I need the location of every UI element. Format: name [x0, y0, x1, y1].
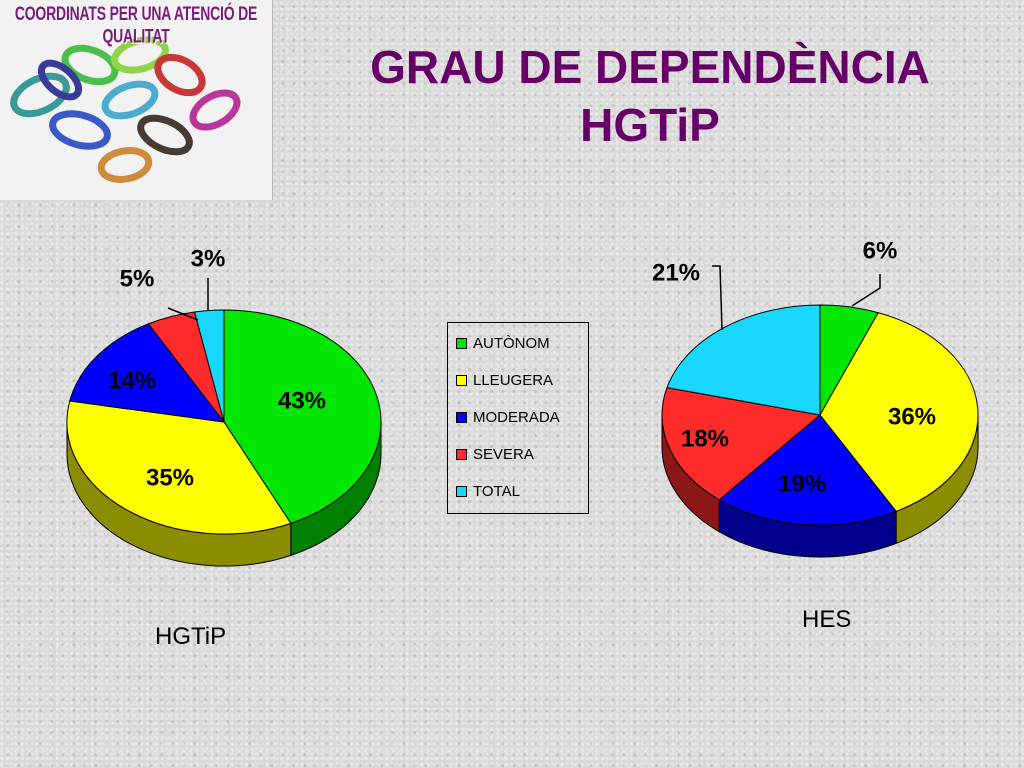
pie-2-label-moderada: 19%	[778, 470, 826, 497]
legend-label-severa: SEVERA	[473, 446, 534, 463]
legend-item-lleugera: LLEUGERA	[456, 372, 553, 389]
page-title-line-2: HGTiP	[580, 99, 720, 151]
legend-item-severa: SEVERA	[456, 446, 534, 463]
pie-2-label-severa: 18%	[681, 425, 729, 452]
pie-2-label-lleugera: 36%	[888, 403, 936, 430]
legend-label-lleugera: LLEUGERA	[473, 372, 554, 389]
pie-2-slice-severa	[661, 387, 822, 501]
legend-item-autonom: AUTÒNOM	[456, 335, 550, 352]
pie-1-label-moderada: 14%	[108, 367, 156, 394]
page-title-line-1: GRAU DE DEPENDÈNCIA	[370, 41, 930, 93]
legend-swatch-moderada	[456, 411, 467, 423]
pie-1-label-severa: 5%	[120, 265, 155, 292]
pie-1-label-autònom: 43%	[278, 387, 326, 414]
logo-text: COORDINATS PER UNA ATENCIÓ DE QUALITAT	[14, 2, 258, 47]
pie-chart-1: 43% 35% 14% 5% 3%	[66, 245, 382, 567]
pie-1-slice-autònom	[223, 309, 382, 524]
pie-2-slice-total	[666, 304, 821, 416]
pie-1-slice-total	[193, 309, 225, 423]
pie-chart-2: 6% 36% 19% 18% 21%	[652, 237, 979, 558]
legend-item-moderada: MODERADA	[456, 409, 560, 426]
legend-swatch-autonom	[456, 337, 467, 349]
pie-2-label-total: 21%	[652, 259, 700, 286]
pie-1-label-lleugera: 35%	[146, 464, 194, 491]
legend-item-total: TOTAL	[456, 483, 520, 500]
chart-1-label: HGTiP	[155, 623, 227, 650]
logo: COORDINATS PER UNA ATENCIÓ DE QUALITAT	[0, 0, 273, 200]
legend-label-moderada: MODERADA	[473, 409, 560, 426]
chart-legend: AUTÒNOM LLEUGERA MODERADA SEVERA TOTAL	[447, 322, 589, 514]
pie-1-slice-lleugera	[66, 400, 292, 535]
chart-2-label: HES	[802, 606, 852, 633]
pie-2-slice-moderada	[718, 414, 897, 526]
pie-1-slice-moderada	[69, 323, 226, 423]
pie-2-slice-lleugera	[819, 312, 979, 512]
logo-knots-graphic	[10, 36, 241, 183]
legend-swatch-total	[456, 485, 467, 497]
pie-1-label-total: 3%	[191, 245, 226, 272]
legend-swatch-severa	[456, 448, 467, 460]
pie-2-label-autònom: 6%	[863, 237, 898, 264]
pie-2-leader-autònom	[851, 274, 881, 307]
pie-2-leader-total	[712, 265, 723, 331]
legend-swatch-lleugera	[456, 374, 467, 386]
legend-label-total: TOTAL	[473, 483, 520, 500]
legend-label-autonom: AUTÒNOM	[473, 335, 550, 352]
pie-1-leader-severa	[167, 307, 199, 321]
